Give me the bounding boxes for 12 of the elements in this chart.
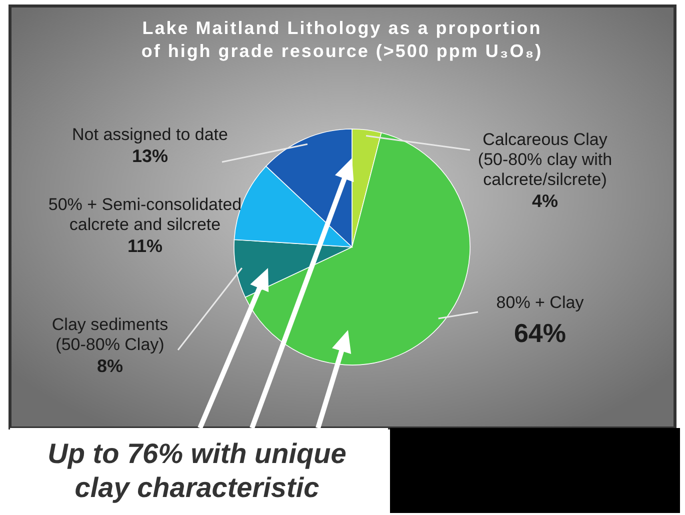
slice-label: Clay sediments (50-80% Clay) [52, 315, 168, 354]
slice-label: Calcareous Clay (50-80% clay with calcrete/silcrete) [478, 130, 612, 189]
text: Up to 76% with unique clay characteristic [48, 438, 346, 503]
slice-label: 80% + Clay [496, 293, 584, 312]
chart-title: Lake Maitland Lithology as a proportion of high grade resource (>500 ppm U₃O₈) [141, 18, 543, 61]
data-label: 64% [514, 318, 566, 348]
slice-label: 50% + Semi-consolidated calcrete and silcrete [48, 195, 242, 234]
data-label: 13% [132, 146, 168, 166]
data-label: 4% [532, 191, 558, 211]
data-label: 8% [96, 356, 124, 376]
data-label: 11% [127, 236, 163, 256]
slice-label: Not assigned to date [72, 125, 228, 144]
